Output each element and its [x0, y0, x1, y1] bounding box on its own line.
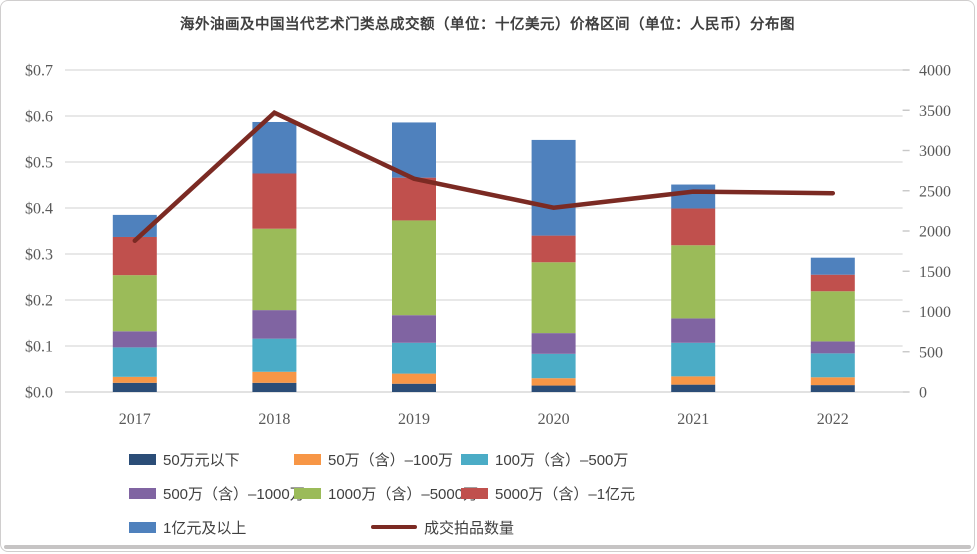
x-axis-label: 2022 [817, 411, 849, 428]
bar-segment [392, 342, 436, 374]
right-axis-tick-label: 1500 [919, 264, 951, 281]
bar-segment [252, 173, 297, 229]
bar-segment [252, 338, 297, 372]
bar-segment [112, 236, 157, 276]
bar-segment [112, 331, 157, 348]
bar-segment [392, 122, 436, 178]
left-axis-tick-label: $0.4 [25, 201, 53, 218]
left-axis-tick-label: $0.3 [25, 247, 53, 264]
bar-segment [252, 310, 297, 339]
bar-segment [531, 235, 576, 263]
right-axis-tick-label: 500 [919, 344, 943, 361]
bar-segment [112, 275, 157, 332]
right-axis-tick-label: 2000 [919, 224, 951, 241]
x-axis-label: 2017 [119, 411, 151, 428]
bar-segment [671, 184, 716, 209]
bar-segment [531, 262, 576, 334]
right-axis-tick-label: 3000 [919, 143, 951, 160]
bar-segment [671, 318, 716, 343]
lots-count-line [132, 110, 836, 243]
bar-segment [810, 274, 855, 292]
bar-segment [810, 341, 855, 354]
left-axis-tick-label: $0.5 [25, 155, 53, 172]
bar-segment [112, 376, 157, 383]
bar-segment [392, 373, 436, 384]
bar-segment [112, 347, 157, 377]
bar-segment [671, 208, 716, 246]
left-axis-tick-label: $0.7 [25, 63, 53, 80]
bar-segment [671, 342, 716, 377]
bar-segment [531, 353, 576, 379]
bar-segment [531, 385, 576, 392]
bottom-edge-strip [4, 544, 971, 549]
bar-segment [531, 139, 576, 236]
bar-segment [810, 291, 855, 342]
bar-segment [392, 383, 436, 392]
bar-segment [531, 333, 576, 354]
bar-segment [810, 377, 855, 386]
right-axis-tick-label: 0 [919, 385, 927, 402]
right-axis-tick-label: 3500 [919, 103, 951, 120]
bar-segment [252, 371, 297, 383]
left-axis-tick-label: $0.6 [25, 109, 53, 126]
bar-segment [392, 220, 436, 316]
bar-segment [810, 257, 855, 275]
bar-segment [252, 382, 297, 392]
bar-segment [252, 228, 297, 311]
bar-segment [112, 382, 157, 392]
bar-segment [671, 376, 716, 385]
x-axis-label: 2021 [677, 411, 709, 428]
left-axis-tick-label: $0.2 [25, 293, 53, 310]
bar-segment [252, 121, 297, 174]
bar-segment [671, 384, 716, 392]
bar-segment [671, 245, 716, 319]
right-axis-tick-label: 4000 [919, 63, 951, 80]
bar-segment [810, 353, 855, 378]
bar-segment [810, 385, 855, 392]
left-axis-tick-label: $0.1 [25, 339, 53, 356]
x-axis-label: 2018 [258, 411, 290, 428]
bar-segment [392, 315, 436, 343]
chart-title: 海外油画及中国当代艺术门类总成交额（单位：十亿美元）价格区间（单位：人民币）分布… [180, 17, 795, 33]
right-axis-tick-label: 2500 [919, 183, 951, 200]
bar-segment [531, 378, 576, 386]
bar-segment [392, 177, 436, 221]
x-axis-label: 2020 [538, 411, 570, 428]
right-axis-tick-label: 1000 [919, 304, 951, 321]
left-axis-tick-label: $0.0 [25, 385, 53, 402]
x-axis-label: 2019 [398, 411, 430, 428]
